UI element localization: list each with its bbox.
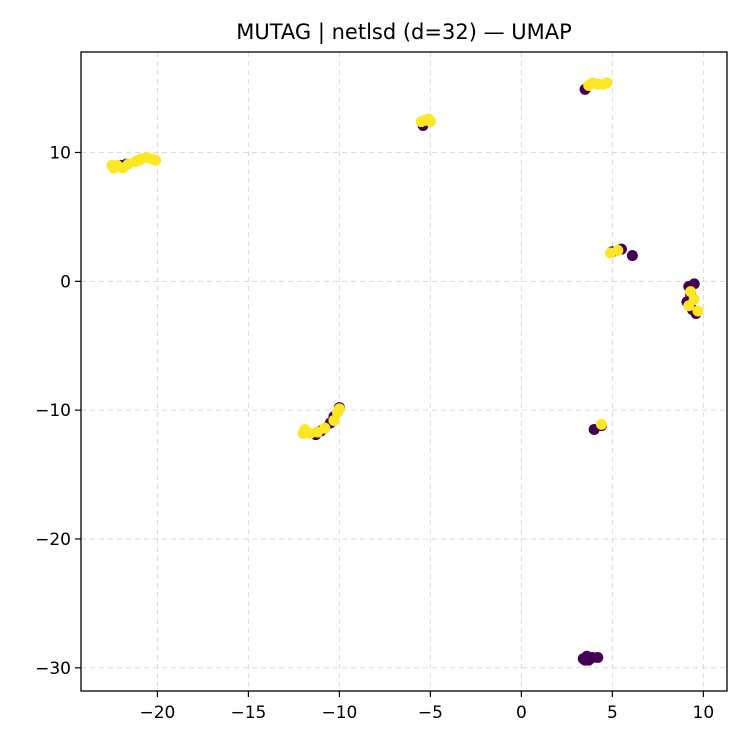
plot-frame <box>80 51 728 692</box>
y-tick-label: 10 <box>49 143 71 163</box>
scatter-point <box>319 422 331 434</box>
y-tick-label: −30 <box>35 659 71 679</box>
scatter-point <box>601 77 613 89</box>
points-layer <box>106 77 704 666</box>
x-tick-label: 0 <box>516 703 527 723</box>
scatter-point <box>579 654 591 666</box>
x-tick-label: 10 <box>693 703 715 723</box>
scatter-point <box>688 293 700 305</box>
scatter-point <box>424 116 436 128</box>
scatter-point <box>592 652 604 664</box>
scatter-point <box>333 403 345 415</box>
scatter-point <box>626 250 638 262</box>
x-tick-label: −5 <box>418 703 443 723</box>
scatter-point <box>150 154 162 166</box>
y-tick-label: −20 <box>35 530 71 550</box>
ticks-layer: −20 −15 −10 −5 0 5 10 10 0 −10 −20 −30 <box>35 143 714 723</box>
grid-layer <box>81 52 727 691</box>
x-tick-label: 5 <box>607 703 618 723</box>
scatter-point <box>415 116 427 128</box>
y-tick-label: −10 <box>35 401 71 421</box>
scatter-point <box>133 154 145 166</box>
scatter-point <box>692 305 704 317</box>
x-tick-label: −15 <box>230 703 266 723</box>
y-tick-label: 0 <box>60 272 71 292</box>
scatter-point <box>595 418 607 430</box>
x-tick-label: −10 <box>321 703 357 723</box>
scatter-point <box>612 244 624 256</box>
chart-title: MUTAG | netlsd (d=32) — UMAP <box>236 20 572 45</box>
scatter-point <box>106 159 118 171</box>
x-tick-label: −20 <box>139 703 175 723</box>
